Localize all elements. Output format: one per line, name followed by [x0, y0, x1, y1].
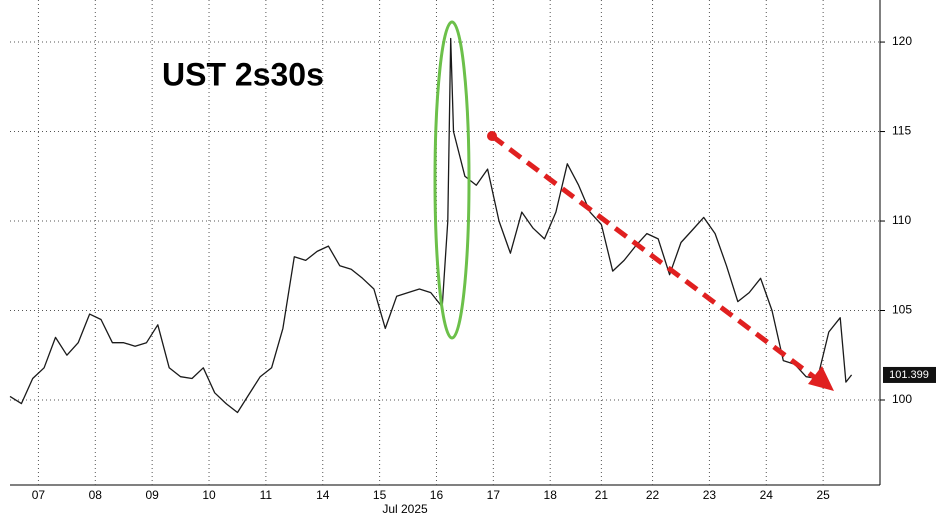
trend-arrow — [490, 133, 820, 383]
series-line — [9, 37, 853, 414]
x-tick-label: 15 — [373, 488, 387, 502]
x-tick-label: 07 — [32, 488, 46, 502]
x-tick-label: 10 — [202, 488, 216, 502]
arrow-head — [808, 366, 834, 391]
last-value-box — [883, 366, 936, 383]
x-axis-label: Jul 2025 — [382, 502, 428, 516]
last-value-label: 101.399 — [889, 369, 929, 381]
x-tick-label: 18 — [544, 488, 558, 502]
y-tick-label: 100 — [892, 392, 912, 406]
x-tick-label: 24 — [760, 488, 774, 502]
plot: 100 105 110 115 120 07 08 09 10 11 14 15 16 17 18 21 22 2… — [9, 0, 936, 502]
highlight-ellipse — [433, 20, 471, 340]
x-tick-label: 14 — [316, 488, 330, 502]
x-tick-label: 17 — [487, 488, 501, 502]
x-tick-label: 09 — [145, 488, 159, 502]
chart-title: UST 2s30s — [162, 56, 324, 92]
x-tick-label: 08 — [89, 488, 103, 502]
x-tick-label: 25 — [816, 488, 830, 502]
x-tick-label: 21 — [595, 488, 609, 502]
y-tick-label: 115 — [892, 124, 911, 138]
y-tick-label: 105 — [892, 303, 912, 317]
x-tick-label: 11 — [260, 488, 273, 502]
x-tick-label: 23 — [703, 488, 717, 502]
y-tick-label: 120 — [892, 34, 912, 48]
x-tick-label: 22 — [646, 488, 660, 502]
x-tick-label: 16 — [430, 488, 444, 502]
y-tick-label: 110 — [892, 213, 911, 227]
